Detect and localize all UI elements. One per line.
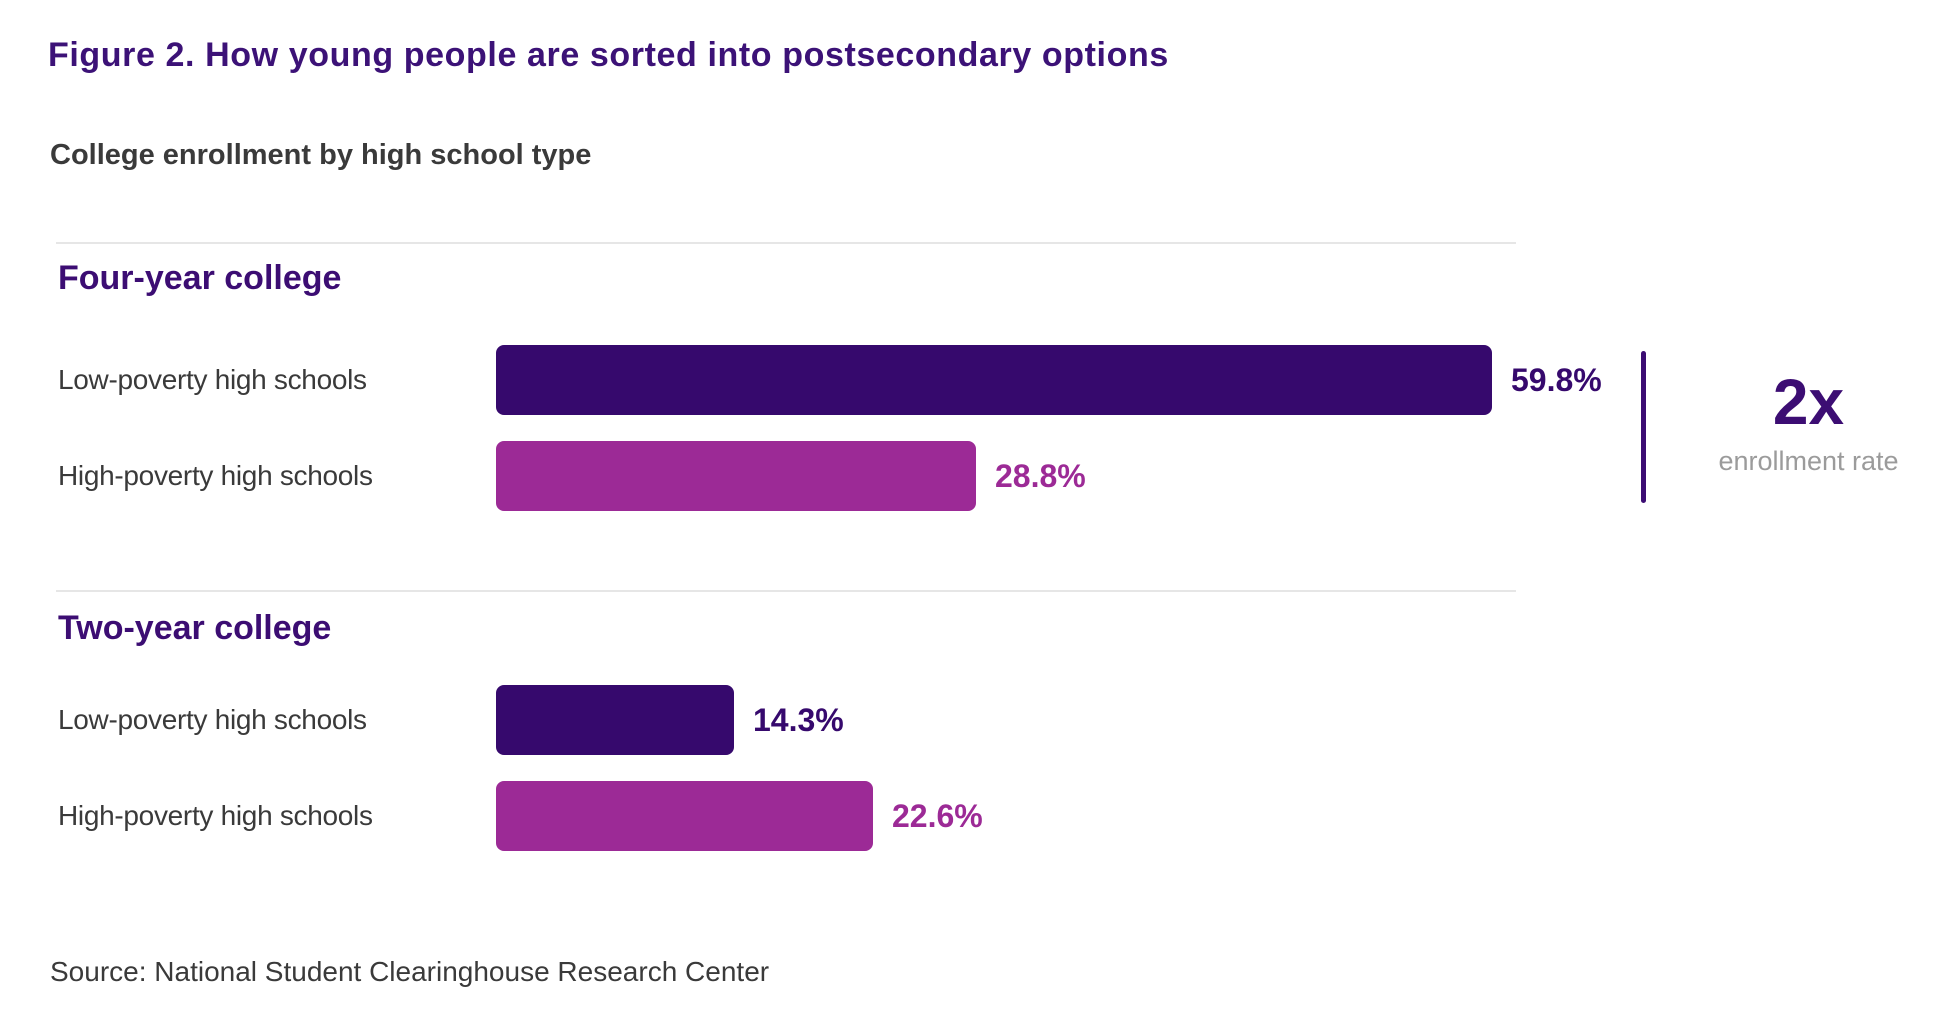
figure-subtitle: College enrollment by high school type [50, 139, 592, 171]
comparison-annotation: 2x enrollment rate [1672, 370, 1945, 477]
annotation-caption: enrollment rate [1718, 446, 1899, 476]
row-label-high-poverty: High-poverty high schools [58, 460, 373, 491]
annotation-multiplier: 2x [1772, 366, 1845, 438]
row-label-high-poverty: High-poverty high schools [58, 800, 373, 831]
bar-row-four-year-high-poverty: High-poverty high schools 28.8% [58, 441, 1086, 511]
row-label-low-poverty: Low-poverty high schools [58, 704, 367, 735]
bar-four-year-high-poverty [496, 441, 976, 511]
bar-four-year-low-poverty [496, 345, 1492, 415]
bar-row-two-year-high-poverty: High-poverty high schools 22.6% [58, 781, 983, 851]
value-label-two-year-high-poverty: 22.6% [892, 797, 983, 834]
bar-two-year-high-poverty [496, 781, 873, 851]
bar-row-two-year-low-poverty: Low-poverty high schools 14.3% [58, 685, 844, 755]
section-divider-two-year [56, 590, 1516, 592]
value-label-four-year-high-poverty: 28.8% [995, 457, 1086, 494]
bar-row-four-year-low-poverty: Low-poverty high schools 59.8% [58, 345, 1602, 415]
row-label-low-poverty: Low-poverty high schools [58, 364, 367, 395]
figure-title: Figure 2. How young people are sorted in… [48, 36, 1169, 74]
value-label-two-year-low-poverty: 14.3% [753, 701, 844, 738]
source-note: Source: National Student Clearinghouse R… [50, 956, 770, 987]
section-heading-four-year: Four-year college [58, 259, 342, 297]
bar-two-year-low-poverty [496, 685, 734, 755]
section-heading-two-year: Two-year college [58, 609, 332, 647]
comparison-bracket-line [1641, 351, 1646, 503]
section-divider-four-year [56, 242, 1516, 244]
value-label-four-year-low-poverty: 59.8% [1511, 361, 1602, 398]
